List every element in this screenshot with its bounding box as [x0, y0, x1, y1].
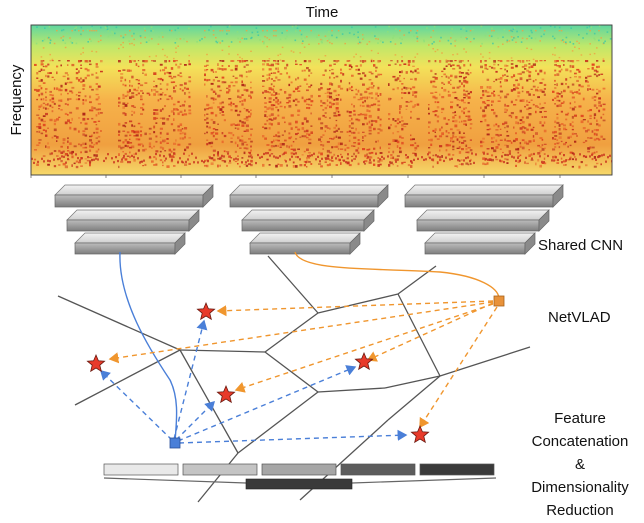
orange-cnn-connector [294, 251, 500, 299]
star-center-icon [410, 424, 430, 444]
feature-bar-2 [182, 463, 258, 476]
blue-assignment-arrows [99, 319, 408, 444]
feature-bar-4 [340, 463, 416, 476]
cnn-layer-slab [416, 209, 550, 232]
cnn-stack-2 [229, 184, 389, 255]
spectrogram [30, 24, 613, 178]
netvlad-label: NetVLAD [548, 309, 611, 326]
star-center-icon [354, 351, 374, 371]
frequency-axis-label: Frequency [8, 64, 25, 135]
time-axis-label: Time [306, 4, 339, 21]
orange-assignment-arrows [108, 300, 498, 429]
blue-square-feature-icon [169, 437, 181, 449]
feature-concatenation-label: Feature Concatenation & Dimensionality R… [531, 410, 629, 519]
reduction-lines [103, 477, 497, 484]
cnn-layer-slab [229, 184, 389, 208]
shared-cnn-label: Shared CNN [538, 237, 623, 254]
feature-label-line3: & [575, 456, 585, 473]
feature-bar-5 [419, 463, 495, 476]
blue-cnn-connector [119, 251, 178, 443]
star-center-icon [196, 301, 216, 321]
orange-square-feature-icon [493, 295, 505, 307]
cnn-layer-slab [404, 184, 564, 208]
star-center-icon [216, 384, 236, 404]
cnn-stack-1 [54, 184, 214, 255]
shared-cnn-stacks [54, 184, 564, 255]
feature-bar-1 [103, 463, 179, 476]
reduced-feature-bar [245, 478, 353, 490]
cnn-layer-slab [74, 232, 186, 255]
feature-label-line4: Dimensionality [531, 479, 629, 496]
cnn-layer-slab [249, 232, 361, 255]
cnn-layer-slab [54, 184, 214, 208]
cnn-layer-slab [424, 232, 536, 255]
feature-label-line5: Reduction [546, 502, 614, 519]
feature-label-line1: Feature [554, 410, 606, 427]
concatenated-feature-bars [103, 463, 495, 476]
cluster-centers [86, 301, 430, 444]
feature-label-line2: Concatenation [532, 433, 629, 450]
star-center-icon [86, 353, 106, 373]
cnn-layer-slab [241, 209, 375, 232]
cnn-stack-3 [404, 184, 564, 255]
cnn-layer-slab [66, 209, 200, 232]
feature-bar-3 [261, 463, 337, 476]
